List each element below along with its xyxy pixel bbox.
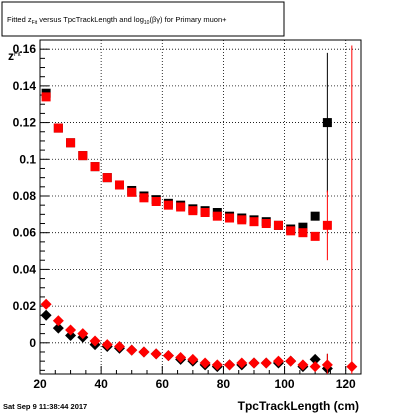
square-marker — [127, 187, 137, 197]
diamond-marker — [52, 315, 64, 327]
y-tick-label: 0.12 — [13, 116, 37, 130]
diamond-marker — [65, 329, 77, 341]
diamond-marker — [52, 322, 64, 334]
square-marker — [114, 180, 124, 190]
diamond-marker — [309, 353, 321, 365]
diamond-marker — [113, 340, 125, 352]
plot-frame — [39, 39, 362, 375]
square-marker — [298, 228, 308, 238]
square-marker — [322, 118, 332, 128]
y-tick-label: 0 — [29, 336, 36, 350]
diamond-marker — [285, 355, 297, 367]
square-marker — [102, 173, 112, 183]
y-tick-label: 0.1 — [19, 152, 36, 166]
data-markers — [40, 45, 358, 374]
y-tick-label: 0.06 — [13, 226, 37, 240]
x-axis-label: TpcTrackLength (cm) — [238, 399, 359, 413]
square-marker — [310, 231, 320, 241]
square-marker — [139, 193, 149, 203]
square-marker — [78, 151, 88, 161]
diamond-marker — [272, 355, 284, 367]
timestamp: Sat Sep 9 11:38:44 2017 — [3, 402, 87, 411]
diamond-marker — [187, 353, 199, 365]
x-tick-label: 120 — [336, 377, 356, 391]
y-axis-label: zFit — [8, 49, 21, 63]
x-tick-label: 100 — [275, 377, 295, 391]
diamond-marker — [89, 335, 101, 347]
diamond-marker — [248, 357, 260, 369]
y-tick-label: 0.02 — [13, 299, 37, 313]
square-marker — [322, 220, 332, 230]
diamond-marker — [101, 339, 113, 351]
diamond-marker — [321, 359, 333, 371]
title-box — [1, 1, 285, 37]
square-marker — [237, 215, 247, 225]
square-marker — [310, 211, 320, 221]
diamond-marker — [175, 351, 187, 363]
square-marker — [176, 202, 186, 212]
square-marker — [66, 138, 76, 148]
axis-ticks — [39, 39, 362, 374]
series-0 — [41, 52, 332, 234]
square-marker — [163, 200, 173, 210]
y-tick-labels: 0 0.02 0.04 0.06 0.08 0.1 0.12 0.14 0.16 — [13, 42, 37, 350]
square-marker — [151, 196, 161, 206]
square-marker — [212, 211, 222, 221]
square-marker — [188, 206, 198, 216]
square-marker — [225, 213, 235, 223]
diamond-marker — [199, 357, 211, 369]
square-marker — [41, 92, 51, 102]
diamond-marker — [40, 309, 52, 321]
chart-title: Fitted zFit versus TpcTrackLength and lo… — [7, 15, 227, 26]
y-tick-label: 0.14 — [13, 79, 37, 93]
series-3 — [40, 45, 358, 374]
square-marker — [90, 162, 100, 172]
y-tick-label: 0.04 — [13, 262, 37, 276]
diamond-marker — [138, 346, 150, 358]
square-marker — [53, 123, 63, 133]
diamond-marker — [77, 328, 89, 340]
diamond-marker — [297, 359, 309, 371]
square-marker — [298, 222, 308, 232]
x-tick-label: 60 — [156, 377, 170, 391]
diamond-marker — [236, 357, 248, 369]
x-tick-label: 80 — [217, 377, 231, 391]
series-1 — [41, 92, 332, 261]
diamond-marker — [126, 344, 138, 356]
diamond-marker — [309, 361, 321, 373]
diamond-marker — [162, 350, 174, 362]
grid-lines — [40, 40, 361, 374]
diamond-marker — [211, 359, 223, 371]
y-tick-label: 0.08 — [13, 189, 37, 203]
square-marker — [261, 219, 271, 229]
diamond-marker — [346, 361, 358, 373]
diamond-marker — [224, 359, 236, 371]
diamond-marker — [260, 357, 272, 369]
square-marker — [249, 217, 259, 227]
square-marker — [286, 226, 296, 236]
square-marker — [200, 208, 210, 218]
x-tick-label: 40 — [94, 377, 108, 391]
x-tick-labels: 20 40 60 80 100 120 — [33, 377, 356, 391]
x-tick-label: 20 — [33, 377, 47, 391]
diamond-marker — [40, 298, 52, 310]
diamond-marker — [150, 348, 162, 360]
square-marker — [273, 220, 283, 230]
y-tick-label: 0.16 — [13, 42, 37, 56]
diamond-marker — [65, 324, 77, 336]
